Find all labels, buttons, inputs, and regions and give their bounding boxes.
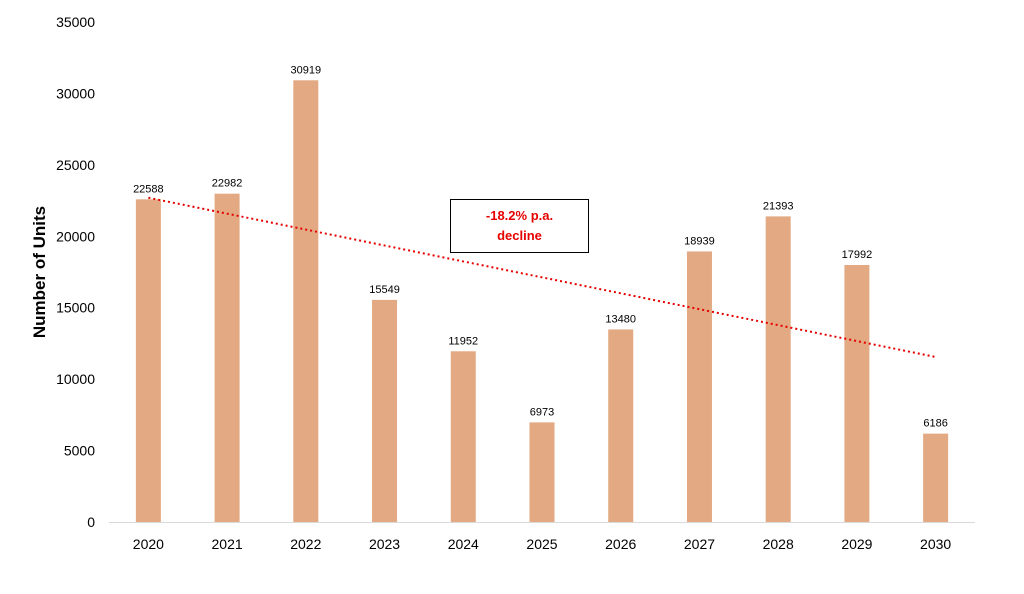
x-tick-label-2021: 2021 xyxy=(212,536,243,552)
y-tick-label: 0 xyxy=(87,514,95,530)
y-tick-label: 15000 xyxy=(56,300,95,316)
bar-2029 xyxy=(844,264,870,522)
y-tick-label: 20000 xyxy=(56,228,95,244)
x-tick-label-2030: 2030 xyxy=(920,536,951,552)
x-tick-label-2025: 2025 xyxy=(526,536,557,552)
y-tick-label: 5000 xyxy=(64,443,95,459)
data-label-2024: 11952 xyxy=(448,335,478,347)
bar-2030 xyxy=(923,433,949,522)
data-label-2029: 17992 xyxy=(842,249,873,261)
x-tick-label-2028: 2028 xyxy=(763,536,794,552)
y-tick-label: 10000 xyxy=(56,371,95,387)
bar-2026 xyxy=(608,329,634,522)
trendline xyxy=(148,196,936,358)
x-tick-label-2024: 2024 xyxy=(448,536,479,552)
annotation-text: -18.2% p.a. decline xyxy=(485,208,554,243)
x-axis-tick-labels: 2020 2021 2022 2023 2024 2025 2026 2027 2028 2029… xyxy=(133,536,952,552)
data-label-2025: 6973 xyxy=(530,406,554,418)
bar-2020 xyxy=(135,199,161,523)
bar-2025 xyxy=(529,422,555,522)
data-label-2030: 6186 xyxy=(923,418,947,430)
bar-2027 xyxy=(686,251,712,522)
bar-2024 xyxy=(450,351,476,522)
data-labels: 22588 22982 30919 15549 11952 6973 13480 18939 2… xyxy=(133,64,948,429)
data-label-2027: 18939 xyxy=(684,235,715,247)
data-label-2023: 15549 xyxy=(369,284,400,296)
y-tick-label: 25000 xyxy=(56,157,95,173)
x-tick-label-2023: 2023 xyxy=(369,536,400,552)
x-tick-label-2022: 2022 xyxy=(290,536,321,552)
y-tick-label: 30000 xyxy=(56,85,95,101)
y-axis-title: Number of Units xyxy=(30,206,49,338)
x-tick-label-2026: 2026 xyxy=(605,536,636,552)
annotation-box: -18.2% p.a. decline xyxy=(450,199,589,253)
bars xyxy=(135,80,949,523)
data-label-2026: 13480 xyxy=(605,313,636,325)
bar-2023 xyxy=(372,299,398,522)
bar-2021 xyxy=(214,193,240,522)
data-label-2022: 30919 xyxy=(291,64,322,76)
data-label-2021: 22982 xyxy=(212,178,243,190)
x-tick-label-2027: 2027 xyxy=(684,536,715,552)
data-label-2028: 21393 xyxy=(763,200,794,212)
x-tick-label-2029: 2029 xyxy=(841,536,872,552)
y-axis-tick-labels: 0 5000 10000 15000 20000 25000 30000 35000 xyxy=(56,14,95,530)
bar-2022 xyxy=(293,80,319,523)
bar-2028 xyxy=(765,216,791,522)
y-tick-label: 35000 xyxy=(56,14,95,30)
data-label-2020: 22588 xyxy=(133,183,164,195)
x-tick-label-2020: 2020 xyxy=(133,536,164,552)
